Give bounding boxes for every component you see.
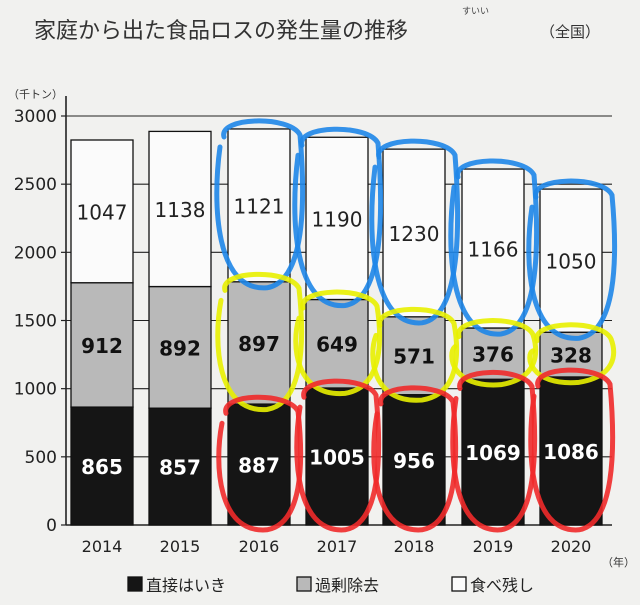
- y-tick-label: 500: [25, 448, 57, 468]
- data-label: 1121: [234, 194, 285, 218]
- y-tick-label: 3000: [14, 107, 57, 127]
- bar-segment: [148, 130, 212, 288]
- bar-segment: [227, 403, 291, 526]
- highlight-loop: [216, 394, 304, 533]
- x-tick-label: 2015: [160, 537, 201, 556]
- highlight-loop: [450, 369, 538, 533]
- legend-swatch: [451, 576, 467, 592]
- legend-swatch: [127, 576, 143, 592]
- data-label: 649: [316, 333, 358, 357]
- axes: [61, 96, 67, 526]
- bar-segment: [305, 298, 369, 389]
- data-label: 1050: [546, 250, 597, 274]
- bar-segment: [227, 128, 291, 283]
- bar-segment: [461, 378, 525, 526]
- data-label: 956: [393, 449, 435, 473]
- x-tick-label: 2018: [394, 537, 435, 556]
- title-ruby: すいい: [462, 6, 489, 17]
- legend-label: 過剰除去: [315, 576, 379, 595]
- x-tick-label: 2014: [82, 537, 123, 556]
- x-tick-label: 2020: [551, 537, 592, 556]
- x-axis-unit: （年）: [602, 555, 635, 569]
- highlight-loop: [528, 367, 616, 533]
- chart-subtitle: （全国）: [540, 23, 600, 41]
- bar-segment: [305, 136, 369, 301]
- bar-segment: [382, 148, 446, 318]
- data-label: 887: [238, 454, 280, 478]
- highlight-loop: [369, 138, 461, 326]
- y-tick-label: 1500: [14, 312, 57, 332]
- data-label: 892: [159, 336, 201, 360]
- bar-segment: [148, 285, 212, 409]
- data-label: 897: [238, 332, 280, 356]
- bar-segment: [461, 168, 525, 329]
- data-label: 1138: [155, 198, 206, 222]
- bar-segment: [70, 406, 134, 526]
- highlight-loop: [526, 178, 618, 341]
- x-tick-label: 2016: [239, 537, 280, 556]
- legend: 直接はいき 過剰除去 食べ残し: [127, 576, 534, 595]
- bar-segment: [70, 139, 134, 284]
- data-label: 1190: [312, 207, 363, 231]
- highlight-loop: [214, 118, 306, 291]
- legend-label: 直接はいき: [146, 576, 226, 595]
- y-tick-label: 0: [46, 516, 57, 536]
- legend-label: 食べ残し: [470, 576, 534, 595]
- data-label: 1166: [468, 238, 519, 262]
- data-label: 1047: [77, 200, 128, 224]
- data-label: 1069: [465, 441, 521, 465]
- bar-segment: [382, 394, 446, 526]
- highlight-annotations: [214, 118, 618, 533]
- highlight-loop: [371, 385, 459, 533]
- y-tick-label: 2000: [14, 243, 57, 263]
- data-label: 1230: [389, 222, 440, 246]
- bar-segment: [539, 376, 603, 526]
- bars: 865 912 1047 857 892 1138 887 897 1121 1005 649 119…: [70, 128, 603, 526]
- data-label: 1005: [309, 445, 365, 469]
- highlight-loop: [449, 318, 539, 388]
- highlight-loop: [292, 126, 384, 309]
- data-label: 865: [81, 455, 123, 479]
- y-axis-unit: （千トン）: [8, 88, 63, 101]
- data-label: 857: [159, 456, 201, 480]
- bar-segment: [382, 316, 446, 396]
- data-label: 912: [81, 334, 123, 358]
- highlight-loop: [448, 158, 540, 337]
- y-tick-label: 1000: [14, 380, 57, 400]
- bar-segment: [539, 188, 603, 333]
- bar-segment: [305, 387, 369, 526]
- legend-swatch: [296, 576, 312, 592]
- highlight-loop: [215, 271, 305, 412]
- x-tick-label: 2019: [473, 537, 514, 556]
- highlight-loop: [294, 378, 382, 533]
- x-tick-label: 2017: [317, 537, 358, 556]
- highlight-loop: [370, 306, 460, 403]
- tick-labels: 0 500 1000 1500 2000 2500 3000 2014 2015 2016 2017…: [14, 107, 592, 556]
- highlight-loop: [527, 322, 617, 386]
- data-label: 376: [472, 343, 514, 367]
- chart-title: 家庭から出た食品ロスの発生量の推移: [34, 19, 408, 44]
- data-label: 1086: [543, 440, 599, 464]
- y-tick-label: 2500: [14, 175, 57, 195]
- data-label: 328: [550, 344, 592, 368]
- data-label: 571: [393, 345, 435, 369]
